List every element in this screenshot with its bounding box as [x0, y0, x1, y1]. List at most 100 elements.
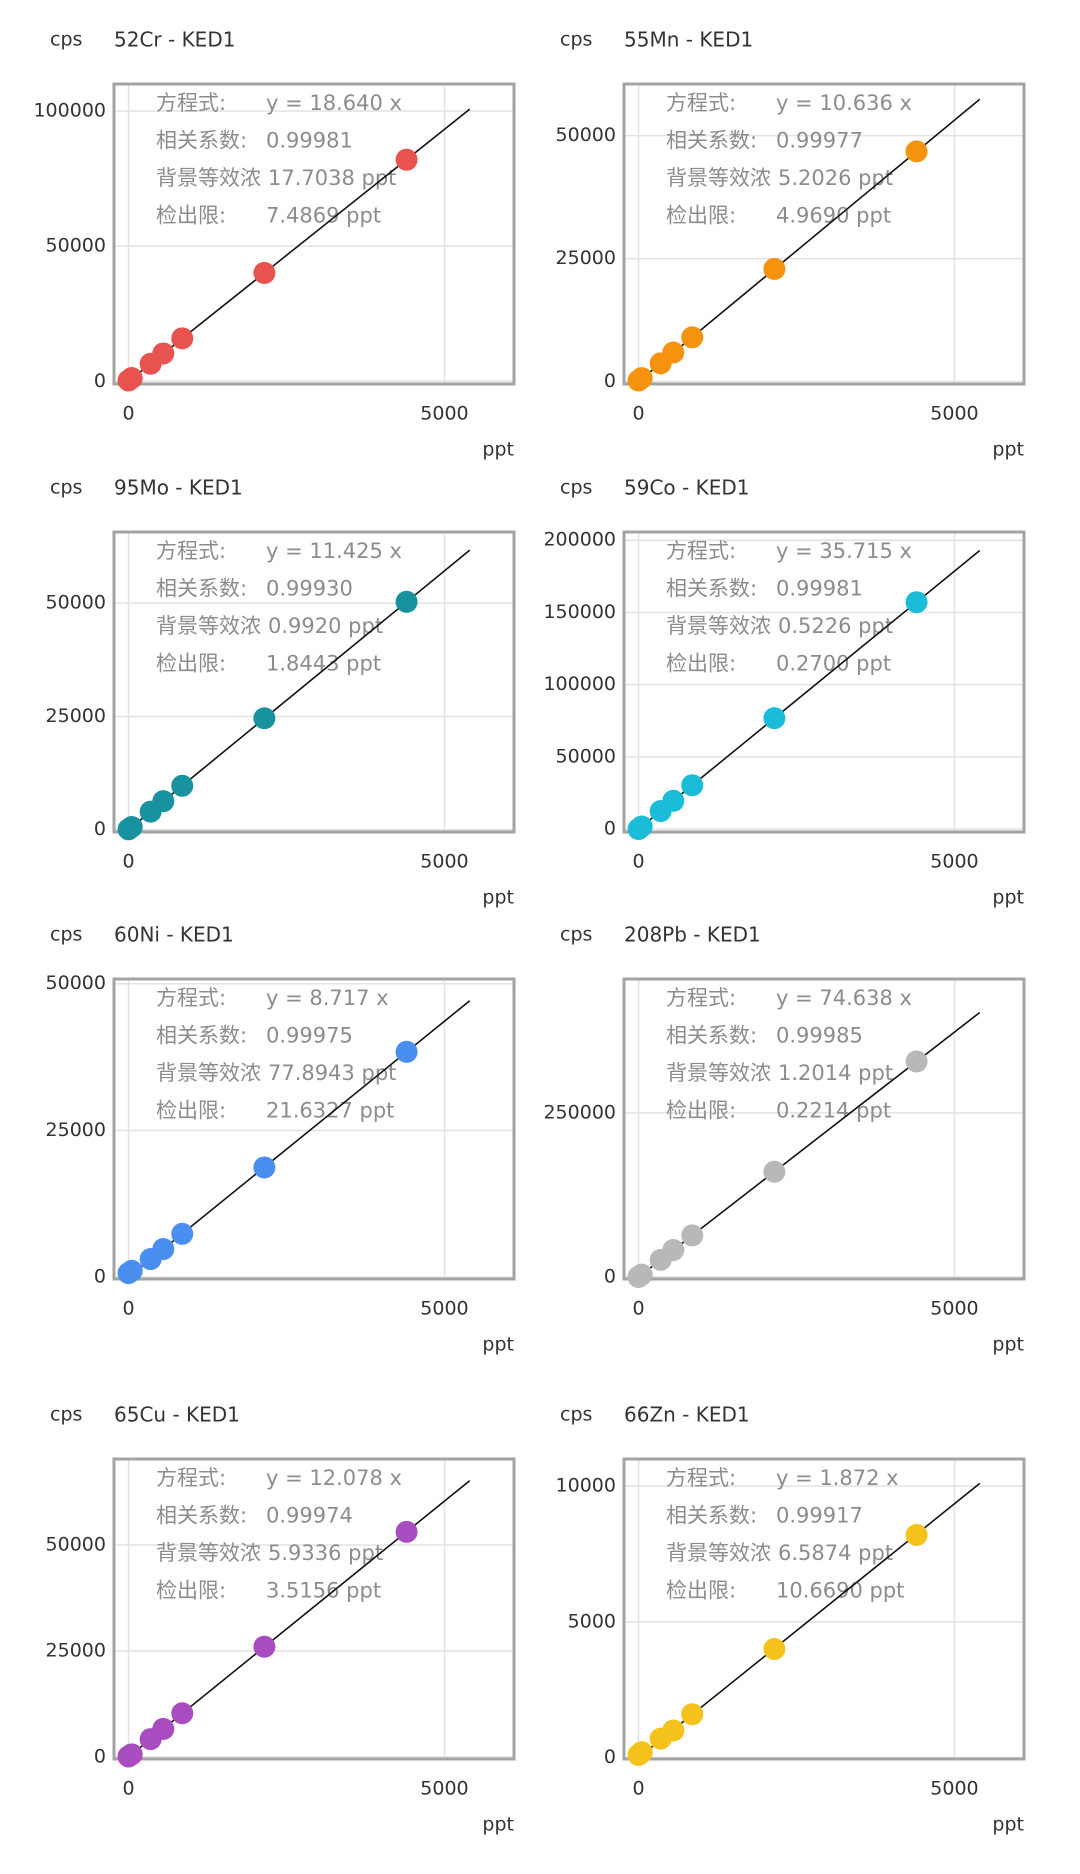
y-tick-label: 10000 — [556, 1475, 616, 1497]
annotation-value: 0.2214 ppt — [776, 1099, 891, 1123]
annotation-value: y = 12.078 x — [266, 1466, 402, 1490]
x-tick-label: 5000 — [930, 403, 978, 425]
x-tick-label: 0 — [122, 1298, 134, 1320]
annotation-label: 方程式: — [666, 1466, 736, 1490]
y-tick-label: 100000 — [543, 673, 616, 695]
annotation-value: y = 10.636 x — [776, 91, 912, 115]
annotation-value: 5.2026 ppt — [778, 166, 893, 190]
annotation-label: 方程式: — [156, 986, 226, 1010]
y-tick-label: 50000 — [46, 1534, 106, 1556]
x-tick-label: 5000 — [420, 403, 468, 425]
data-point — [763, 1160, 786, 1183]
data-point — [905, 1050, 928, 1073]
data-point — [662, 341, 685, 364]
annotation-label: 方程式: — [666, 91, 736, 115]
plot-frame — [622, 530, 1026, 834]
x-tick-label: 0 — [632, 403, 644, 425]
y-tick-label: 150000 — [543, 601, 616, 623]
annotation-value: 0.9920 ppt — [268, 614, 383, 638]
data-point — [630, 1263, 653, 1286]
chart-title: 95Mo - KED1 — [114, 476, 243, 500]
x-tick-label: 5000 — [930, 1298, 978, 1320]
y-tick-label: 50000 — [46, 972, 106, 994]
x-axis-label: ppt — [482, 1814, 514, 1836]
data-point — [171, 774, 194, 797]
data-point — [905, 591, 928, 614]
annotation-label: 相关系数: — [666, 129, 757, 153]
annotation-label: 方程式: — [666, 986, 736, 1010]
data-point — [120, 1743, 143, 1766]
annotation-value: y = 8.717 x — [266, 986, 389, 1010]
plot-frame — [112, 82, 516, 386]
data-point — [152, 342, 175, 365]
data-point — [253, 707, 276, 730]
data-point — [253, 1156, 276, 1179]
x-tick-label: 0 — [122, 1778, 134, 1800]
y-tick-label: 0 — [94, 818, 106, 840]
data-point — [253, 1635, 276, 1658]
data-point — [662, 789, 685, 812]
data-point — [152, 790, 175, 813]
annotation-label: 检出限: — [666, 204, 736, 228]
annotation-value: 4.9690 ppt — [776, 204, 891, 228]
data-point — [630, 1741, 653, 1764]
x-tick-label: 0 — [122, 403, 134, 425]
annotation-value: 6.5874 ppt — [778, 1541, 893, 1565]
annotation-value: 0.99917 — [776, 1504, 863, 1528]
annotation-value: 21.6327 ppt — [266, 1099, 394, 1123]
y-axis-label: cps — [560, 924, 592, 946]
x-axis-label: ppt — [992, 439, 1024, 461]
data-point — [662, 1239, 685, 1262]
annotation-label: 相关系数: — [156, 577, 247, 601]
annotation-label: 背景等效浓 — [156, 1541, 261, 1565]
x-axis-label: ppt — [482, 887, 514, 909]
y-axis-label: cps — [50, 29, 82, 51]
annotation-label: 背景等效浓 — [156, 1061, 261, 1085]
y-axis-label: cps — [50, 1404, 82, 1426]
y-axis-label: cps — [560, 1404, 592, 1426]
annotation-label: 背景等效浓 — [666, 1541, 771, 1565]
x-axis-label: ppt — [992, 1814, 1024, 1836]
y-axis-label: cps — [560, 477, 592, 499]
x-axis-label: ppt — [992, 887, 1024, 909]
x-tick-label: 0 — [122, 851, 134, 873]
chart-title: 59Co - KED1 — [624, 476, 749, 500]
annotation-value: 10.6690 ppt — [776, 1579, 904, 1603]
y-tick-label: 0 — [604, 1746, 616, 1768]
y-axis-label: cps — [50, 924, 82, 946]
annotation-label: 相关系数: — [156, 1024, 247, 1048]
chart-title: 66Zn - KED1 — [624, 1403, 750, 1427]
data-point — [681, 1224, 704, 1247]
annotation-value: y = 18.640 x — [266, 91, 402, 115]
y-tick-label: 0 — [604, 1266, 616, 1288]
annotation-label: 背景等效浓 — [666, 614, 771, 638]
data-point — [763, 257, 786, 280]
y-tick-label: 25000 — [46, 705, 106, 727]
data-point — [763, 1638, 786, 1661]
annotation-value: 77.8943 ppt — [268, 1061, 396, 1085]
plot-frame — [112, 530, 516, 834]
annotation-value: y = 1.872 x — [776, 1466, 899, 1490]
data-point — [120, 816, 143, 839]
annotation-value: 0.5226 ppt — [778, 614, 893, 638]
annotation-value: y = 35.715 x — [776, 539, 912, 563]
data-point — [630, 367, 653, 390]
x-tick-label: 0 — [632, 851, 644, 873]
annotation-label: 相关系数: — [666, 1504, 757, 1528]
chart-title: 65Cu - KED1 — [114, 1403, 240, 1427]
annotation-label: 相关系数: — [156, 129, 247, 153]
annotation-value: 17.7038 ppt — [268, 166, 396, 190]
plot-frame — [112, 1457, 516, 1761]
data-point — [763, 707, 786, 730]
data-point — [395, 590, 418, 613]
data-point — [905, 140, 928, 163]
annotation-value: 0.99977 — [776, 129, 863, 153]
annotation-label: 检出限: — [156, 204, 226, 228]
annotation-label: 检出限: — [156, 1099, 226, 1123]
data-point — [152, 1717, 175, 1740]
annotation-label: 检出限: — [666, 652, 736, 676]
data-point — [681, 326, 704, 349]
y-tick-label: 25000 — [46, 1119, 106, 1141]
data-point — [681, 774, 704, 797]
